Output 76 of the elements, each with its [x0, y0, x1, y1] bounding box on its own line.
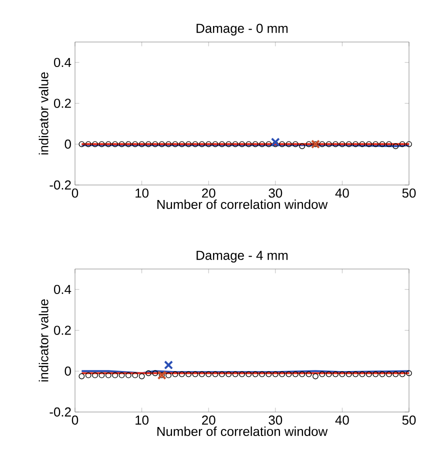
point [178, 371, 185, 378]
point [286, 371, 292, 378]
point [366, 371, 372, 378]
point [172, 371, 178, 378]
point [226, 371, 232, 378]
y-axis-title: indicator value [38, 72, 48, 154]
point [392, 371, 399, 378]
y-tick-label: -0.2 [50, 407, 71, 417]
point [279, 371, 286, 378]
point [339, 371, 346, 378]
point [406, 370, 412, 376]
point [192, 371, 198, 378]
point [112, 372, 118, 378]
x-tick-label: 50 [402, 416, 416, 425]
point [164, 360, 174, 370]
chart-title: Damage - 0 mm [196, 24, 288, 36]
point [118, 372, 125, 378]
point [166, 372, 172, 378]
point [138, 373, 145, 380]
point [232, 371, 238, 378]
point [252, 371, 258, 378]
point [272, 371, 278, 378]
point [126, 372, 132, 378]
point [132, 372, 138, 378]
point [105, 372, 112, 378]
x-tick-label: 0 [72, 416, 78, 425]
point [352, 371, 358, 378]
point [332, 371, 338, 378]
point [146, 370, 152, 376]
point [206, 371, 212, 378]
point [346, 371, 352, 378]
x-tick-label: 40 [335, 188, 349, 198]
chart-title: Damage - 4 mm [196, 250, 288, 263]
point [239, 371, 245, 378]
point [386, 371, 392, 378]
point [259, 371, 265, 378]
point [246, 371, 252, 378]
y-tick-label: 0 [64, 366, 71, 376]
x-tick-label: 10 [136, 416, 148, 425]
point [299, 371, 306, 378]
y-tick-label: 0.2 [54, 326, 71, 335]
point [198, 371, 205, 378]
x-tick-label: 30 [268, 416, 282, 425]
y-tick-label: -0.2 [50, 180, 71, 190]
point [306, 371, 312, 378]
point [98, 372, 105, 378]
x-tick-label: 0 [72, 188, 78, 198]
x-tick-label: 50 [402, 188, 416, 198]
x-tick-label: 20 [202, 416, 216, 425]
point [92, 372, 98, 378]
y-axis-title: indicator value [38, 299, 48, 382]
x-tick-label: 40 [335, 416, 349, 425]
point [359, 371, 366, 378]
x-axis-title: Number of correlation window [157, 426, 328, 436]
point [379, 371, 386, 378]
point [152, 370, 158, 376]
point [266, 371, 272, 378]
point [219, 371, 225, 378]
point [312, 373, 318, 380]
y-tick-label: 0 [64, 140, 71, 149]
point [85, 372, 92, 378]
x-tick-label: 30 [268, 188, 282, 198]
x-tick-label: 10 [136, 188, 148, 198]
x-tick-label: 20 [202, 188, 216, 198]
y-tick-label: 0.4 [54, 284, 72, 294]
point [212, 371, 218, 378]
y-tick-label: 0.4 [54, 58, 72, 68]
point [399, 371, 406, 378]
y-tick-label: 0.2 [54, 98, 71, 108]
x-axis-title: Number of correlation window [157, 200, 328, 210]
point [319, 371, 326, 378]
point [78, 373, 85, 380]
point [372, 371, 379, 378]
point [292, 371, 298, 378]
point [326, 371, 332, 378]
point [186, 371, 192, 378]
